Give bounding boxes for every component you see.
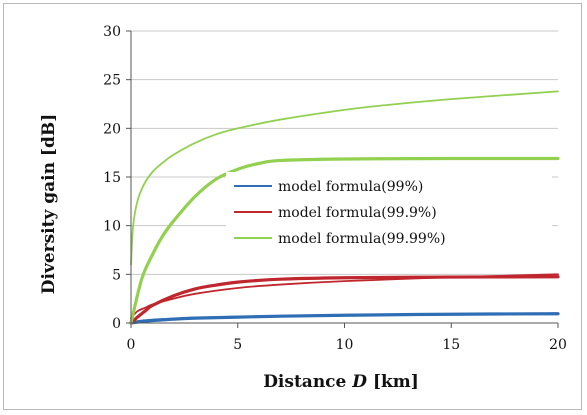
x-axis-label-var: D xyxy=(351,372,367,392)
x-tick-label: 15 xyxy=(442,337,460,353)
legend-label: model formula(99.9%) xyxy=(278,205,437,221)
y-tick-label: 10 xyxy=(103,219,121,235)
y-tick-label: 0 xyxy=(112,316,121,332)
legend-background xyxy=(226,172,552,250)
series-line-model-99-99 xyxy=(130,90,559,266)
series-line-measured-99-99 xyxy=(129,156,560,325)
series-line-model-99-9 xyxy=(130,273,559,320)
legend: model formula(99%) model formula(99.9%) mo… xyxy=(226,172,552,250)
series-layer xyxy=(129,90,560,325)
x-axis-label-text: Distance xyxy=(263,372,352,392)
x-tick-label: 5 xyxy=(233,337,242,353)
x-tick-label: 20 xyxy=(549,337,567,353)
y-tick-label: 30 xyxy=(103,24,121,40)
x-axis-label: Distance D [km] xyxy=(263,372,419,392)
y-tick-label: 15 xyxy=(103,170,121,186)
y-axis-label: Diversity gain [dB] xyxy=(39,114,59,295)
tick-labels: 0 5 10 15 20 25 30 0 5 10 15 20 xyxy=(103,24,567,353)
series-line-measured-99-9 xyxy=(129,275,560,325)
y-tick-label: 25 xyxy=(103,73,121,89)
legend-label: model formula(99.99%) xyxy=(278,231,446,247)
y-tick-label: 5 xyxy=(112,267,121,283)
x-tick-label: 0 xyxy=(127,337,136,353)
legend-label: model formula(99%) xyxy=(278,179,423,195)
y-tick-label: 20 xyxy=(103,121,121,137)
x-tick-label: 10 xyxy=(336,337,354,353)
axes xyxy=(126,30,559,328)
series-line-model-99 xyxy=(130,312,559,323)
x-axis-label-unit: [km] xyxy=(367,372,419,392)
